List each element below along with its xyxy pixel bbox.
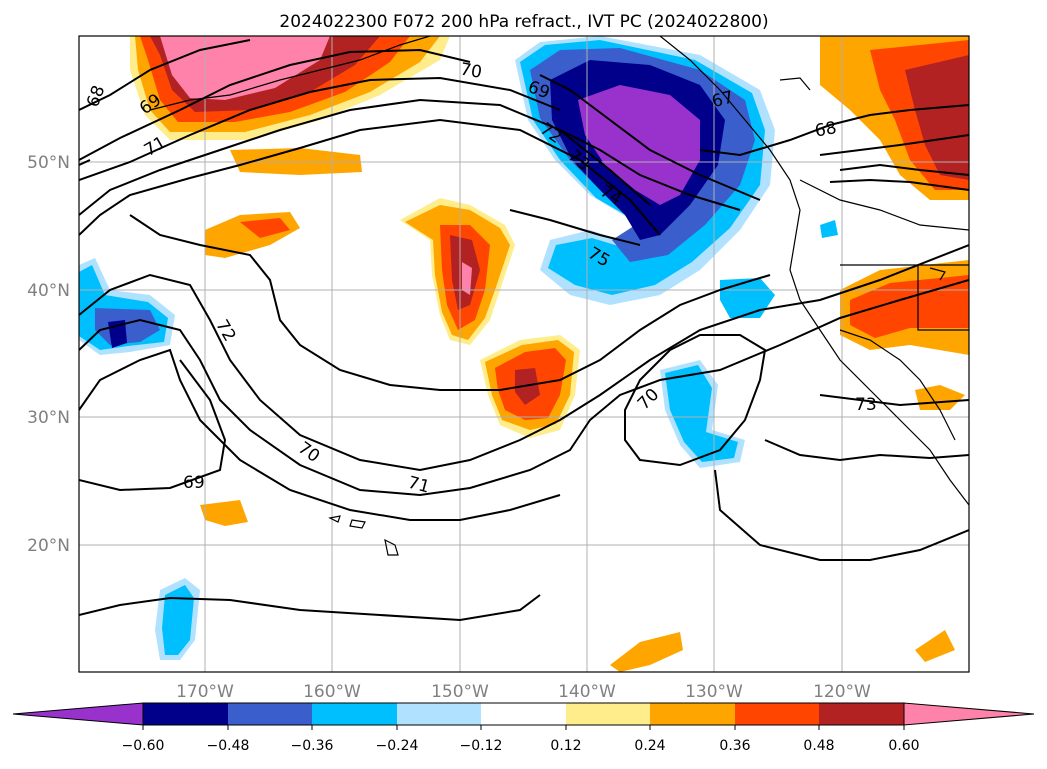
colorbar-tick-7: 0.24 <box>634 738 665 754</box>
colorbar-tick-4: −0.24 <box>376 738 419 754</box>
lat-label-50: 50°N <box>27 153 70 173</box>
lon-label-150w: 150°W <box>431 682 489 702</box>
colorbar-swatch-7 <box>650 703 735 725</box>
contour-label-69c: 69 <box>183 473 205 493</box>
contour-lines <box>79 39 969 622</box>
lon-label-130w: 130°W <box>685 682 743 702</box>
contour-label-68b: 68 <box>813 118 838 141</box>
lat-label-30: 30°N <box>27 408 70 428</box>
lon-label-170w: 170°W <box>176 682 234 702</box>
colorbar-left-arrow <box>12 702 144 726</box>
lon-label-160w: 160°W <box>303 682 361 702</box>
colorbar-tick-3: −0.36 <box>291 738 334 754</box>
lon-label-140w: 140°W <box>558 682 616 702</box>
coastlines <box>149 36 969 556</box>
colorbar: −0.60 −0.48 −0.36 −0.24 −0.12 0.12 0.24 … <box>12 702 1035 754</box>
lat-label-20: 20°N <box>27 536 70 556</box>
colorbar-swatch-9 <box>819 703 904 725</box>
colorbar-tick-2: −0.48 <box>207 738 250 754</box>
colorbar-swatch-2 <box>228 703 312 725</box>
lon-label-120w: 120°W <box>813 682 871 702</box>
map-gridlines <box>79 36 969 672</box>
map-panel: 68 69 71 70 69 72 73 74 75 67 68 72 70 7… <box>79 36 969 672</box>
map-title: 2024022300 F072 200 hPa refract., IVT PC… <box>279 12 768 32</box>
colorbar-tick-6: 0.12 <box>550 738 581 754</box>
lat-labels: 50°N 40°N 30°N 20°N <box>27 153 70 556</box>
colorbar-swatch-8 <box>735 703 819 725</box>
colorbar-tick-5: −0.12 <box>460 738 503 754</box>
colorbar-swatch-4 <box>397 703 481 725</box>
colorbar-tick-9: 0.48 <box>803 738 834 754</box>
colorbar-swatch-6 <box>566 703 650 725</box>
map-frame <box>78 35 970 673</box>
lon-labels: 170°W 160°W 150°W 140°W 130°W 120°W <box>176 682 871 702</box>
colorbar-tick-10: 0.60 <box>888 738 919 754</box>
colorbar-swatch-5 <box>481 703 566 725</box>
contour-label-73b: 73 <box>855 395 877 415</box>
contour-label-70: 70 <box>459 59 484 82</box>
colorbar-outline <box>142 702 905 726</box>
colorbar-tick-1: −0.60 <box>122 738 165 754</box>
colorbar-swatch-3 <box>312 703 397 725</box>
colorbar-right-arrow <box>903 702 1035 726</box>
colorbar-tick-8: 0.36 <box>719 738 750 754</box>
lat-label-40: 40°N <box>27 281 70 301</box>
colorbar-swatch-1 <box>143 703 228 725</box>
